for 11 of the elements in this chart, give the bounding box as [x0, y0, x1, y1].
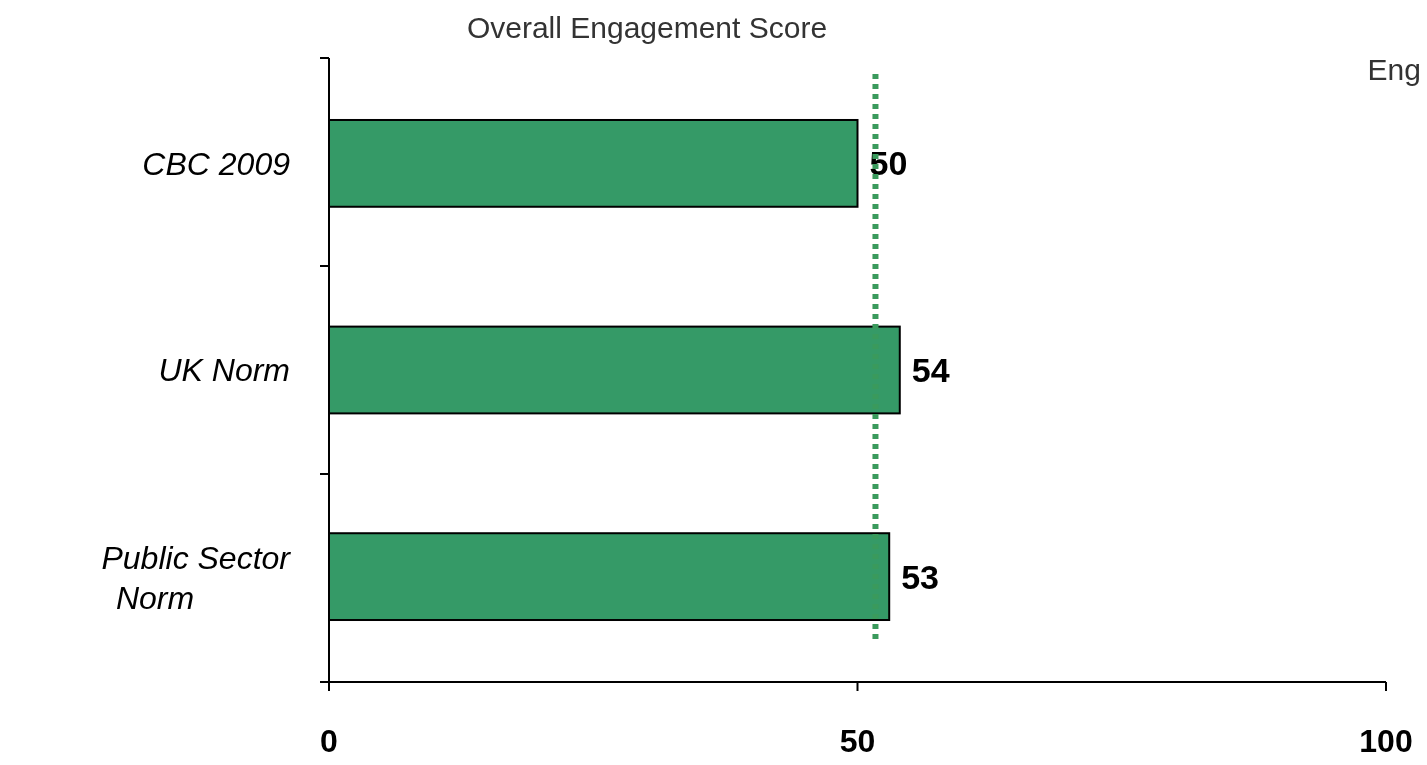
annotation: Eng [1367, 53, 1421, 86]
chart-title: Overall Engagement Score [466, 11, 828, 44]
x-tick-label: 50 [839, 723, 876, 759]
y-tick-label: CBC 2009 [142, 145, 291, 182]
y-tick-label: UK Norm [158, 352, 290, 389]
data-label: 53 [901, 557, 940, 596]
data-label: 54 [911, 350, 950, 389]
x-tick-label: 100 [1359, 723, 1413, 759]
y-tick-label: Public Sector Norm [101, 539, 292, 616]
data-label: 50 [869, 144, 908, 183]
x-tick-label: 0 [320, 723, 338, 759]
